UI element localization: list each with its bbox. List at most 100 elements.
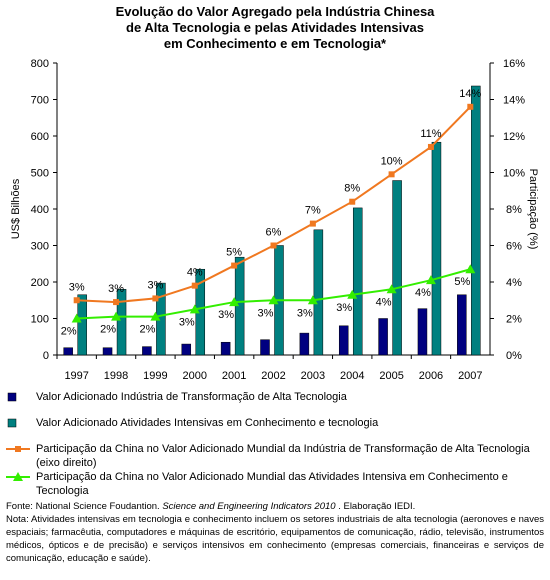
notes: Fonte: National Science Foudantion. Scie… [6,500,544,565]
legend-swatch [7,392,17,402]
data-label: 6% [266,227,282,239]
marker [73,297,80,304]
bar [457,294,467,356]
data-label: 2% [139,324,155,336]
bar [392,180,402,356]
y2-tick-label: 6% [506,241,522,253]
data-label: 4% [376,296,392,308]
legend-item: Valor Adicionado Atividades Intensivas e… [6,416,546,430]
marker [111,311,122,321]
legend-icon [6,472,30,481]
y2-tick-label: 8% [506,204,522,216]
marker [349,198,356,205]
y-tick-label: 700 [31,95,49,107]
marker [113,299,120,306]
bar [234,256,245,356]
y2-tick-label: 4% [506,277,522,289]
y2-tick-label: 14% [503,95,525,107]
y2-tick-label: 16% [503,58,525,70]
marker [270,242,277,249]
source-italic: Science and Engineering Indicators 2010 [162,501,336,512]
y-tick-label: 0 [43,350,49,362]
x-tick-label: 2001 [222,370,246,382]
y-tick-label: 500 [31,168,49,180]
y2-tick-label: 10% [503,168,525,180]
bar [142,346,152,356]
marker [388,171,395,178]
data-label: 3% [147,279,163,291]
bar [417,308,428,356]
y2-axis-label: Participação (%) [527,169,539,250]
legend-label: Participação da China no Valor Adicionad… [36,443,530,469]
data-label: 3% [69,281,85,293]
marker [465,264,476,274]
x-tick-label: 2003 [301,370,325,382]
marker [268,295,279,305]
marker [309,220,316,227]
data-label: 5% [454,276,470,288]
legend-item: Valor Adicionado Indústria de Transforma… [6,390,546,404]
bar [116,289,127,356]
y-tick-label: 800 [31,58,49,70]
marker [467,103,474,110]
data-label: 8% [344,183,360,195]
legend-label: Participação da China no Valor Adicionad… [36,471,508,497]
marker [427,143,434,150]
marker [71,313,82,323]
marker [189,304,200,314]
bar [471,85,481,356]
title-line: Evolução do Valor Agregado pela Indústri… [115,4,435,19]
marker [150,311,161,321]
legend-icon [7,418,17,428]
bar [313,229,324,356]
y-tick-label: 400 [31,204,49,216]
x-tick-label: 2006 [419,370,443,382]
x-tick-label: 2004 [340,370,364,382]
plot-area [57,63,490,355]
data-label: 11% [420,128,441,140]
marker [231,262,238,269]
bar [352,207,363,356]
x-tick-label: 1999 [143,370,167,382]
bar [338,325,349,356]
y-tick-label: 200 [31,277,49,289]
legend-item: Participação da China no Valor Adicionad… [6,442,546,470]
x-tick-label: 2002 [261,370,285,382]
data-label: 10% [381,155,403,167]
x-tick-label: 1997 [64,370,88,382]
marker [152,295,159,302]
marker [191,282,198,289]
x-tick-label: 2000 [183,370,207,382]
bar [260,339,270,356]
chart-title: Evolução do Valor Agregado pela Indústri… [60,4,490,52]
title-line: de Alta Tecnologia e pelas Atividades In… [126,20,424,35]
marker [307,295,318,305]
legend-label: Valor Adicionado Atividades Intensivas e… [36,417,379,429]
y2-tick-label: 2% [506,314,522,326]
legend-marker [15,446,21,452]
y-tick-label: 600 [31,131,49,143]
marker [425,275,436,285]
marker [347,289,358,299]
marker [229,297,240,307]
bar [299,332,310,356]
chart: 0 100 200 300 400 500 600 700 800 0% 2% 4% 6% 8% 10% 12… [10,58,539,382]
source-text: Fonte: National Science Foudantion. [6,501,163,512]
bar [220,341,231,356]
data-label: 2% [100,324,116,336]
data-label: 3% [297,307,313,319]
legend-icon [7,392,17,402]
bar [378,318,388,356]
x-tick-label: 2005 [379,370,403,382]
data-label: 3% [336,302,352,314]
y-tick-label: 100 [31,314,49,326]
data-label: 5% [226,247,242,259]
x-tick-label: 1998 [104,370,128,382]
legend-marker [13,472,23,481]
legend-item: Participação da China no Valor Adicionad… [6,470,546,498]
source-text: . Elaboração IEDI. [335,501,416,512]
data-label: 3% [258,307,274,319]
bar [102,347,113,356]
title-line: em Conhecimento e em Tecnologia* [163,36,387,51]
